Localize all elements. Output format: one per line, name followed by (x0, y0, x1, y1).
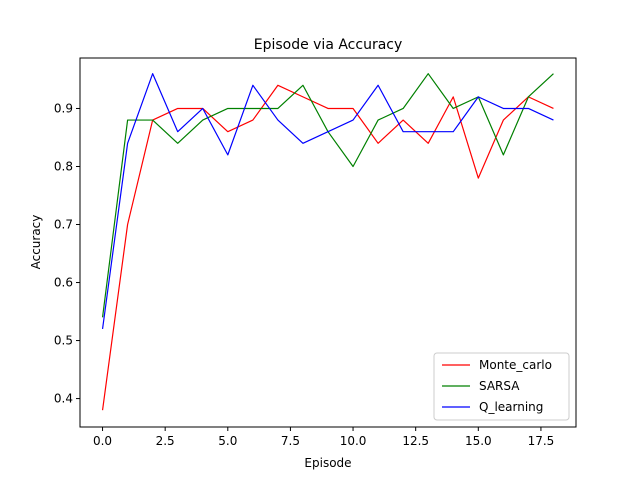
legend-box (433, 352, 570, 421)
x-tick-label: 10.0 (340, 434, 367, 448)
x-tick-label: 17.5 (528, 434, 555, 448)
y-tick-label: 0.5 (54, 334, 73, 348)
series-layer (101, 73, 554, 411)
series-line-monte-carlo (101, 84, 554, 411)
x-tick-label: 12.5 (402, 434, 429, 448)
legend: Monte_carlo SARSA Q_learning (433, 352, 570, 421)
y-axis-label: Accuracy (29, 215, 43, 270)
x-tick-label: 0.0 (93, 434, 112, 448)
y-tick-label: 0.6 (54, 276, 73, 290)
legend-label-monte-carlo: Monte_carlo (479, 358, 552, 372)
legend-label-sarsa: SARSA (479, 379, 520, 393)
y-axis-ticks: 0.4 0.5 0.6 0.7 0.8 0.9 (54, 101, 80, 406)
chart-title: Episode via Accuracy (254, 37, 403, 53)
axes-frame (79, 57, 577, 428)
y-tick-label: 0.4 (54, 392, 73, 406)
y-tick-label: 0.8 (54, 159, 73, 173)
x-axis-ticks: 0.0 2.5 5.0 7.5 10.0 12.5 15.0 17.5 (93, 427, 554, 448)
y-tick-label: 0.7 (54, 218, 73, 232)
series-line-q-learning (101, 73, 554, 330)
x-axis-label: Episode (304, 456, 351, 470)
legend-label-q-learning: Q_learning (479, 400, 543, 414)
x-tick-label: 15.0 (465, 434, 492, 448)
x-tick-label: 5.0 (218, 434, 237, 448)
plot-area: 0.0 2.5 5.0 7.5 10.0 12.5 15.0 17.5 0.40.50.60.… (54, 57, 577, 448)
x-tick-label: 2.5 (156, 434, 175, 448)
legend-items: Monte_carlo SARSA Q_learning (442, 358, 552, 414)
x-tick-label: 7.5 (281, 434, 300, 448)
y-tick-label: 0.9 (54, 101, 73, 115)
